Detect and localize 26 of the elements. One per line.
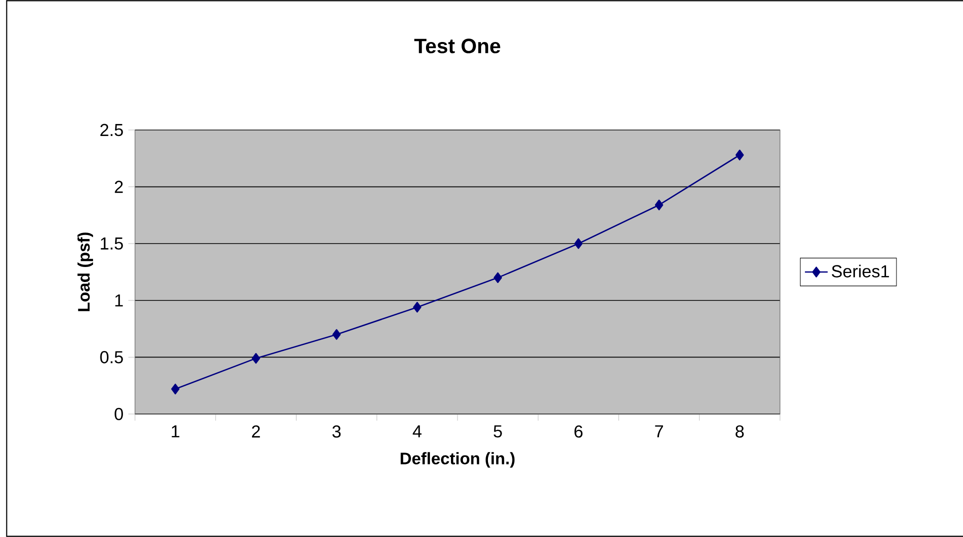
point bbox=[413, 302, 422, 313]
legend-label: Series1 bbox=[832, 264, 889, 278]
x-tick-label: 4 bbox=[412, 425, 422, 438]
point bbox=[494, 272, 502, 284]
x-tick-label: 1 bbox=[172, 425, 180, 438]
y-tick-label: 2 bbox=[114, 180, 123, 193]
x-tick-label: 3 bbox=[332, 425, 341, 438]
x-tick-label: 8 bbox=[736, 425, 744, 438]
y-tick-label: 0 bbox=[114, 408, 123, 420]
x-axis-title: Deflection (in.) bbox=[400, 452, 515, 468]
y-tick-label: 1 bbox=[115, 294, 123, 306]
point bbox=[574, 238, 583, 249]
point bbox=[252, 353, 260, 364]
y-tick-label: 0.5 bbox=[100, 351, 123, 364]
x-tick-label: 5 bbox=[494, 425, 502, 438]
point bbox=[736, 150, 744, 160]
y-axis-title: Load (psf) bbox=[78, 232, 94, 312]
x-tick-label: 2 bbox=[252, 425, 260, 438]
point bbox=[654, 200, 664, 210]
y-tick-label: 2.5 bbox=[100, 124, 123, 136]
x-tick-label: 7 bbox=[655, 425, 663, 438]
chart-title: Test One bbox=[414, 38, 500, 54]
point bbox=[171, 384, 180, 394]
y-tick-label: 1.5 bbox=[100, 238, 123, 250]
point bbox=[332, 329, 341, 340]
x-tick-label: 6 bbox=[574, 425, 583, 438]
